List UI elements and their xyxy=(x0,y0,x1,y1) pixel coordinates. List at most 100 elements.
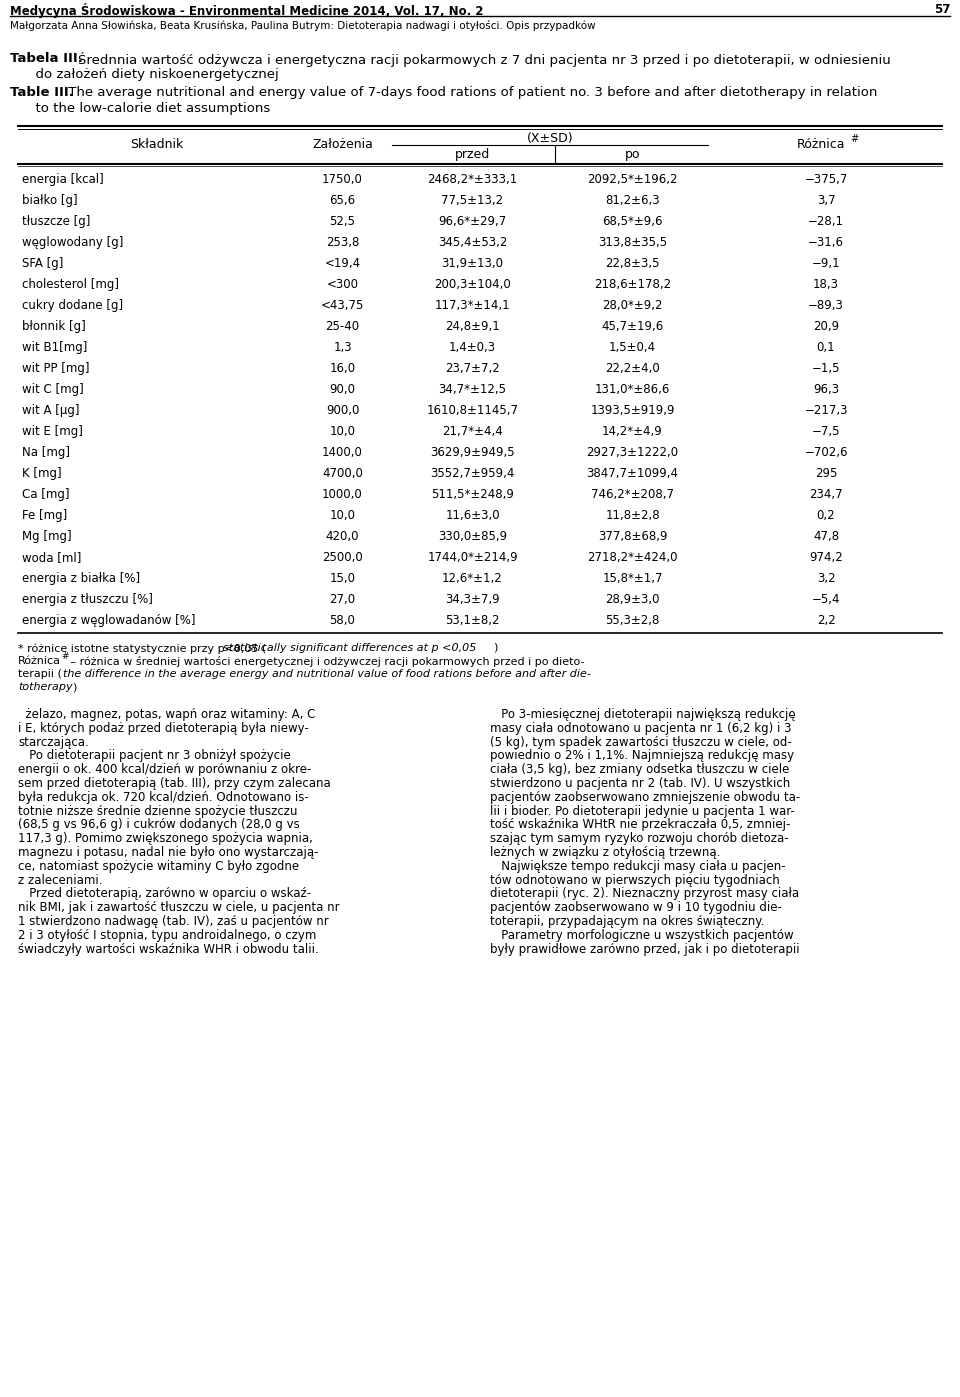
Text: Założenia: Założenia xyxy=(312,138,372,151)
Text: (68,5 g vs 96,6 g) i cukrów dodanych (28,0 g vs: (68,5 g vs 96,6 g) i cukrów dodanych (28… xyxy=(18,819,300,831)
Text: 10,0: 10,0 xyxy=(329,509,355,522)
Text: 295: 295 xyxy=(815,467,837,481)
Text: <300: <300 xyxy=(326,278,358,291)
Text: wit A [µg]: wit A [µg] xyxy=(22,404,80,416)
Text: −28,1: −28,1 xyxy=(808,215,844,228)
Text: Tabela III.: Tabela III. xyxy=(10,52,83,66)
Text: Po 3-miesięcznej dietoterapii największą redukcję: Po 3-miesięcznej dietoterapii największą… xyxy=(490,708,796,721)
Text: 34,7*±12,5: 34,7*±12,5 xyxy=(439,383,507,395)
Text: 15,0: 15,0 xyxy=(329,571,355,585)
Text: 31,9±13,0: 31,9±13,0 xyxy=(442,257,503,270)
Text: 3,2: 3,2 xyxy=(817,571,835,585)
Text: woda [ml]: woda [ml] xyxy=(22,550,82,564)
Text: energia z białka [%]: energia z białka [%] xyxy=(22,571,140,585)
Text: 2927,3±1222,0: 2927,3±1222,0 xyxy=(587,446,679,460)
Text: <43,75: <43,75 xyxy=(321,299,364,312)
Text: Przed dietoterapią, zarówno w oparciu o wskaź-: Przed dietoterapią, zarówno w oparciu o … xyxy=(18,887,311,901)
Text: energia z tłuszczu [%]: energia z tłuszczu [%] xyxy=(22,592,153,606)
Text: 53,1±8,2: 53,1±8,2 xyxy=(445,615,500,627)
Text: szając tym samym ryzyko rozwoju chorób dietoza-: szając tym samym ryzyko rozwoju chorób d… xyxy=(490,833,788,845)
Text: Fe [mg]: Fe [mg] xyxy=(22,509,67,522)
Text: – różnica w średniej wartości energetycznej i odżywczej racji pokarmowych przed : – różnica w średniej wartości energetycz… xyxy=(67,657,585,666)
Text: 511,5*±248,9: 511,5*±248,9 xyxy=(431,488,514,502)
Text: cukry dodane [g]: cukry dodane [g] xyxy=(22,299,123,312)
Text: powiednio o 2% i 1,1%. Najmniejszą redukcję masy: powiednio o 2% i 1,1%. Najmniejszą reduk… xyxy=(490,749,794,763)
Text: ce, natomiast spożycie witaminy C było zgodne: ce, natomiast spożycie witaminy C było z… xyxy=(18,859,300,873)
Text: 234,7: 234,7 xyxy=(809,488,843,502)
Text: 11,8±2,8: 11,8±2,8 xyxy=(605,509,660,522)
Text: 200,3±104,0: 200,3±104,0 xyxy=(434,278,511,291)
Text: 45,7±19,6: 45,7±19,6 xyxy=(601,320,663,332)
Text: 1,5±0,4: 1,5±0,4 xyxy=(609,341,656,353)
Text: 14,2*±4,9: 14,2*±4,9 xyxy=(602,425,662,439)
Text: −375,7: −375,7 xyxy=(804,173,848,186)
Text: * różnice istotne statystycznie przy p<0,05 (: * różnice istotne statystycznie przy p<0… xyxy=(18,643,266,654)
Text: lii i bioder. Po dietoterapii jedynie u pacjenta 1 war-: lii i bioder. Po dietoterapii jedynie u … xyxy=(490,805,795,817)
Text: 2 i 3 otyłość I stopnia, typu androidalnego, o czym: 2 i 3 otyłość I stopnia, typu androidaln… xyxy=(18,929,317,942)
Text: 2718,2*±424,0: 2718,2*±424,0 xyxy=(588,550,678,564)
Text: 25-40: 25-40 xyxy=(325,320,360,332)
Text: tłuszcze [g]: tłuszcze [g] xyxy=(22,215,90,228)
Text: 68,5*±9,6: 68,5*±9,6 xyxy=(602,215,662,228)
Text: Medycyna Środowiskowa - Environmental Medicine 2014, Vol. 17, No. 2: Medycyna Środowiskowa - Environmental Me… xyxy=(10,3,484,18)
Text: 22,2±4,0: 22,2±4,0 xyxy=(605,362,660,374)
Text: 12,6*±1,2: 12,6*±1,2 xyxy=(443,571,503,585)
Text: 2092,5*±196,2: 2092,5*±196,2 xyxy=(588,173,678,186)
Text: z zaleceniami.: z zaleceniami. xyxy=(18,873,103,887)
Text: The average nutritional and energy value of 7-days food rations of patient no. 3: The average nutritional and energy value… xyxy=(64,87,877,99)
Text: ): ) xyxy=(72,682,77,692)
Text: 27,0: 27,0 xyxy=(329,592,355,606)
Text: −702,6: −702,6 xyxy=(804,446,848,460)
Text: węglowodany [g]: węglowodany [g] xyxy=(22,236,124,249)
Text: energii o ok. 400 kcal/dzień w porównaniu z okre-: energii o ok. 400 kcal/dzień w porównani… xyxy=(18,763,311,777)
Text: były prawidłowe zarówno przed, jak i po dietoterapii: były prawidłowe zarówno przed, jak i po … xyxy=(490,943,800,956)
Text: 96,6*±29,7: 96,6*±29,7 xyxy=(439,215,507,228)
Text: −89,3: −89,3 xyxy=(808,299,844,312)
Text: 0,2: 0,2 xyxy=(817,509,835,522)
Text: dietoterapii (ryc. 2). Nieznaczny przyrost masy ciała: dietoterapii (ryc. 2). Nieznaczny przyro… xyxy=(490,887,799,901)
Text: 117,3*±14,1: 117,3*±14,1 xyxy=(435,299,511,312)
Text: 1750,0: 1750,0 xyxy=(322,173,363,186)
Text: the difference in the average energy and nutritional value of food rations befor: the difference in the average energy and… xyxy=(63,669,590,679)
Text: 974,2: 974,2 xyxy=(809,550,843,564)
Text: terapii (: terapii ( xyxy=(18,669,61,679)
Text: Na [mg]: Na [mg] xyxy=(22,446,70,460)
Text: 11,6±3,0: 11,6±3,0 xyxy=(445,509,500,522)
Text: świadczyły wartości wskaźnika WHR i obwodu talii.: świadczyły wartości wskaźnika WHR i obwo… xyxy=(18,943,319,956)
Text: −31,6: −31,6 xyxy=(808,236,844,249)
Text: pacjentów zaobserwowano zmniejszenie obwodu ta-: pacjentów zaobserwowano zmniejszenie obw… xyxy=(490,791,801,803)
Text: 96,3: 96,3 xyxy=(813,383,839,395)
Text: −9,1: −9,1 xyxy=(812,257,840,270)
Text: to the low-calorie diet assumptions: to the low-calorie diet assumptions xyxy=(10,102,271,115)
Text: statistically significant differences at p <0,05: statistically significant differences at… xyxy=(223,643,476,652)
Text: 1610,8±1145,7: 1610,8±1145,7 xyxy=(426,404,518,416)
Text: 420,0: 420,0 xyxy=(325,529,359,543)
Text: 22,8±3,5: 22,8±3,5 xyxy=(605,257,660,270)
Text: magnezu i potasu, nadal nie było ono wystarczają-: magnezu i potasu, nadal nie było ono wys… xyxy=(18,847,319,859)
Text: 90,0: 90,0 xyxy=(329,383,355,395)
Text: była redukcja ok. 720 kcal/dzień. Odnotowano is-: była redukcja ok. 720 kcal/dzień. Odnoto… xyxy=(18,791,309,803)
Text: totherapy: totherapy xyxy=(18,682,73,692)
Text: ciała (3,5 kg), bez zmiany odsetka tłuszczu w ciele: ciała (3,5 kg), bez zmiany odsetka tłusz… xyxy=(490,763,789,777)
Text: (5 kg), tym spadek zawartości tłuszczu w ciele, od-: (5 kg), tym spadek zawartości tłuszczu w… xyxy=(490,736,792,749)
Text: 58,0: 58,0 xyxy=(329,615,355,627)
Text: cholesterol [mg]: cholesterol [mg] xyxy=(22,278,119,291)
Text: <19,4: <19,4 xyxy=(324,257,361,270)
Text: 117,3 g). Pomimo zwiększonego spożycia wapnia,: 117,3 g). Pomimo zwiększonego spożycia w… xyxy=(18,833,313,845)
Text: 77,5±13,2: 77,5±13,2 xyxy=(442,194,504,207)
Text: przed: przed xyxy=(455,148,491,161)
Text: 900,0: 900,0 xyxy=(325,404,359,416)
Text: białko [g]: białko [g] xyxy=(22,194,78,207)
Text: 3629,9±949,5: 3629,9±949,5 xyxy=(430,446,515,460)
Text: SFA [g]: SFA [g] xyxy=(22,257,63,270)
Text: Różnica: Różnica xyxy=(797,138,845,151)
Text: 55,3±2,8: 55,3±2,8 xyxy=(606,615,660,627)
Text: energia z węglowadanów [%]: energia z węglowadanów [%] xyxy=(22,615,196,627)
Text: Table III.: Table III. xyxy=(10,87,74,99)
Text: Po dietoterapii pacjent nr 3 obniżył spożycie: Po dietoterapii pacjent nr 3 obniżył spo… xyxy=(18,749,291,763)
Text: 65,6: 65,6 xyxy=(329,194,355,207)
Text: 1,4±0,3: 1,4±0,3 xyxy=(449,341,496,353)
Text: 1,3: 1,3 xyxy=(333,341,351,353)
Text: 1000,0: 1000,0 xyxy=(323,488,363,502)
Text: tość wskaźnika WHtR nie przekraczała 0,5, zmniej-: tość wskaźnika WHtR nie przekraczała 0,5… xyxy=(490,819,790,831)
